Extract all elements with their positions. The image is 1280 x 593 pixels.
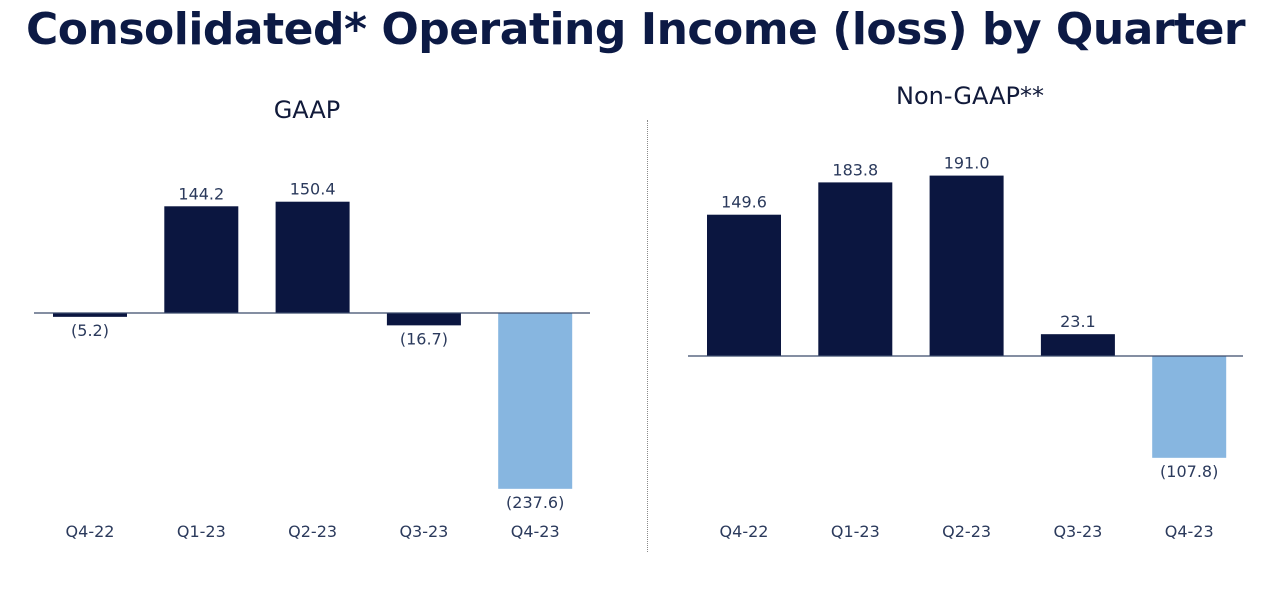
gaap-value-label: (5.2) bbox=[71, 321, 109, 340]
nongaap-tick-label: Q1-23 bbox=[831, 522, 880, 541]
gaap-bar-q2-23 bbox=[275, 201, 350, 313]
gaap-value-label: 150.4 bbox=[290, 180, 336, 199]
gaap-value-label: (237.6) bbox=[506, 493, 564, 512]
nongaap-bar-q4-23 bbox=[1152, 356, 1227, 458]
gaap-value-label: 144.2 bbox=[178, 184, 224, 203]
nongaap-chart-title: Non-GAAP** bbox=[896, 82, 1044, 110]
nongaap-value-label: 149.6 bbox=[721, 193, 767, 212]
nongaap-value-label: 191.0 bbox=[944, 154, 990, 173]
gaap-chart-title: GAAP bbox=[273, 96, 341, 124]
nongaap-tick-label: Q3-23 bbox=[1053, 522, 1102, 541]
gaap-bar-q1-23 bbox=[164, 206, 239, 313]
gaap-bar-q4-22 bbox=[53, 313, 127, 317]
nongaap-bar-q2-23 bbox=[929, 175, 1004, 356]
gaap-tick-label: Q4-22 bbox=[66, 522, 115, 541]
nongaap-tick-label: Q2-23 bbox=[942, 522, 991, 541]
nongaap-bar-q4-22 bbox=[707, 214, 781, 356]
gaap-bar-q3-23 bbox=[386, 313, 461, 326]
nongaap-value-label: (107.8) bbox=[1160, 462, 1218, 481]
nongaap-chart: 149.6 Q4-22 183.8 Q1-23 191.0 Q2-23 23.1 Q3-23 (… bbox=[688, 154, 1243, 541]
nongaap-value-label: 23.1 bbox=[1060, 312, 1096, 331]
gaap-tick-label: Q1-23 bbox=[177, 522, 226, 541]
gaap-bar-q4-23 bbox=[498, 313, 573, 489]
nongaap-bar-q1-23 bbox=[818, 182, 893, 356]
page-title: Consolidated* Operating Income (loss) by… bbox=[26, 4, 1246, 55]
nongaap-tick-label: Q4-22 bbox=[720, 522, 769, 541]
gaap-tick-label: Q4-23 bbox=[511, 522, 560, 541]
gaap-tick-label: Q3-23 bbox=[399, 522, 448, 541]
nongaap-tick-label: Q4-23 bbox=[1165, 522, 1214, 541]
gaap-value-label: (16.7) bbox=[400, 329, 448, 348]
nongaap-bar-q3-23 bbox=[1040, 334, 1115, 356]
nongaap-value-label: 183.8 bbox=[832, 160, 878, 179]
chart-divider bbox=[647, 120, 648, 552]
gaap-chart: (5.2) Q4-22 144.2 Q1-23 150.4 Q2-23 (16.7) Q3-2… bbox=[34, 180, 590, 541]
gaap-tick-label: Q2-23 bbox=[288, 522, 337, 541]
